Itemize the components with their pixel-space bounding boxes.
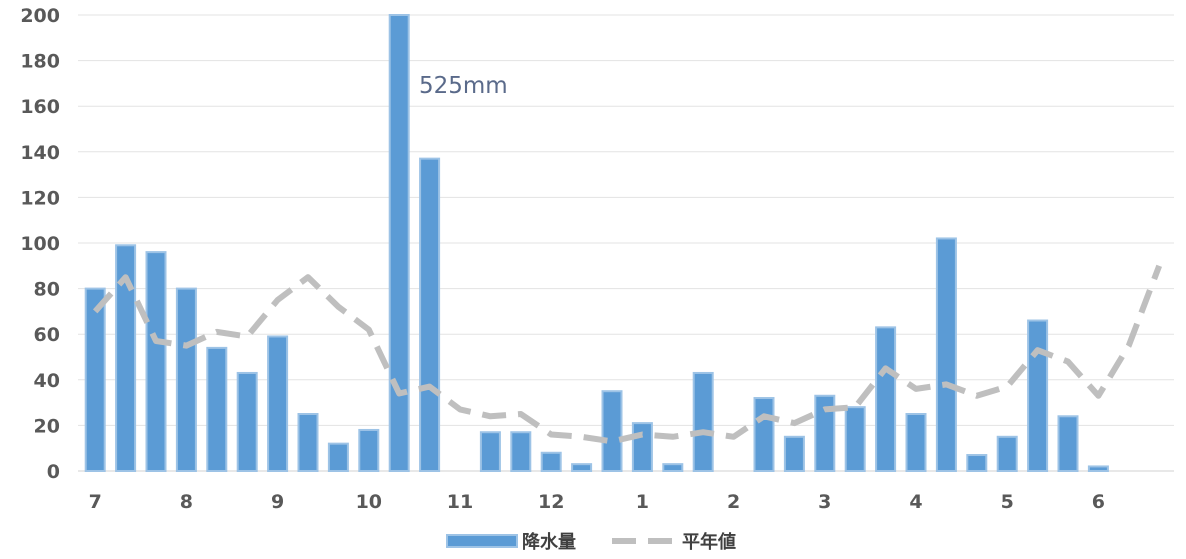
precipitation-bar (905, 413, 927, 472)
x-tick-label: 5 (1001, 491, 1014, 513)
x-tick-label: 1 (636, 491, 649, 513)
x-tick-label: 12 (538, 491, 564, 513)
precipitation-bar (175, 287, 197, 472)
y-tick-label: 40 (34, 370, 60, 392)
y-tick-label: 20 (34, 415, 60, 437)
line-series (92, 264, 1163, 445)
y-tick-label: 160 (20, 96, 60, 118)
precipitation-bar (479, 431, 501, 472)
legend-line-label: 平年値 (682, 531, 736, 553)
x-axis-ticks: 7 8 9 10 11 12 1 2 3 4 5 6 (89, 491, 1105, 513)
x-tick-label: 8 (180, 491, 193, 513)
precipitation-bar (327, 442, 349, 473)
x-tick-label: 9 (271, 491, 284, 513)
x-tick-label: 3 (818, 491, 831, 513)
legend: 降水量 平年値 (446, 531, 736, 553)
legend-bar-label: 降水量 (522, 531, 576, 553)
precipitation-bar (935, 237, 957, 472)
y-tick-label: 80 (34, 279, 60, 301)
precipitation-bar (236, 371, 258, 472)
precipitation-bar (206, 346, 228, 473)
x-tick-label: 6 (1092, 491, 1105, 513)
precipitation-bar (510, 431, 532, 472)
precipitation-bar (84, 287, 106, 472)
precipitation-bar (1027, 319, 1049, 472)
x-tick-label: 2 (727, 491, 740, 513)
y-tick-label: 0 (47, 461, 60, 483)
y-tick-label: 120 (20, 187, 60, 209)
precipitation-bar (267, 335, 289, 473)
x-tick-label: 10 (356, 491, 382, 513)
precipitation-bar (540, 451, 562, 473)
precipitation-bar (631, 422, 653, 472)
precipitation-bar (875, 326, 897, 472)
x-tick-label: 4 (909, 491, 922, 513)
normal-line (92, 264, 1163, 445)
precipitation-bar (601, 390, 623, 473)
y-axis-ticks: 0 20 40 60 80 100 120 140 160 180 200 (20, 5, 60, 483)
precipitation-bar (1057, 415, 1079, 472)
precipitation-bar (783, 435, 805, 472)
precipitation-bar (115, 244, 137, 472)
precipitation-bar (753, 397, 775, 473)
precipitation-bar (571, 463, 593, 473)
peak-annotation: 525mm (419, 73, 508, 99)
precipitation-bar (966, 454, 988, 473)
precipitation-bar (145, 251, 167, 472)
precipitation-bar (662, 463, 684, 473)
precipitation-bar (844, 406, 866, 473)
y-tick-label: 180 (20, 51, 60, 73)
y-tick-label: 100 (20, 233, 60, 255)
y-tick-label: 140 (20, 142, 60, 164)
bar-series (84, 14, 1109, 473)
precipitation-bar (1087, 465, 1109, 473)
gridlines (78, 14, 1174, 472)
y-tick-label: 60 (34, 324, 60, 346)
precipitation-bar (419, 157, 441, 472)
precipitation-bar (358, 428, 380, 472)
x-tick-label: 11 (447, 491, 473, 513)
precipitation-bar (388, 14, 410, 472)
precipitation-bar (996, 435, 1018, 472)
legend-bar-swatch (446, 534, 518, 548)
precipitation-bar (692, 371, 714, 472)
y-tick-label: 200 (20, 5, 60, 27)
precipitation-bar (814, 394, 836, 473)
x-tick-label: 7 (89, 491, 102, 513)
precipitation-bar (297, 413, 319, 472)
